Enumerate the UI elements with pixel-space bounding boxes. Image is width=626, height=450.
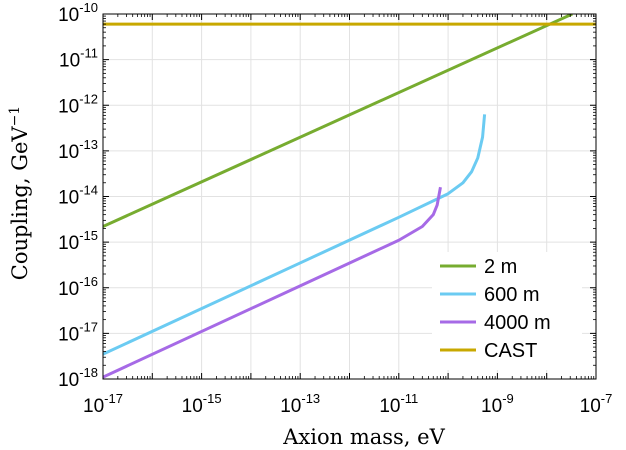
x-tick-exponent: -13 bbox=[301, 391, 320, 406]
x-tick-exponent: -15 bbox=[203, 391, 222, 406]
y-tick-base: 10 bbox=[58, 96, 79, 117]
x-tick-exponent: -11 bbox=[400, 391, 418, 406]
x-tick-base: 10 bbox=[83, 396, 104, 417]
legend: 2 m 600 m 4000 m CAST bbox=[432, 252, 582, 370]
y-tick-exponent: -12 bbox=[79, 91, 98, 106]
x-tick-label: 10-9 bbox=[481, 391, 514, 417]
y-tick-base: 10 bbox=[58, 370, 79, 391]
x-tick-label: 10-17 bbox=[83, 391, 123, 417]
y-tick-exponent: -10 bbox=[79, 0, 98, 15]
x-tick-base: 10 bbox=[280, 396, 301, 417]
x-tick-exponent: -17 bbox=[104, 391, 123, 406]
y-axis-label: Coupling, GeV−1 bbox=[7, 106, 32, 280]
y-tick-label: 10-10 bbox=[58, 0, 98, 26]
y-tick-base: 10 bbox=[59, 51, 80, 72]
y-tick-labels: 10-1810-1710-1610-1510-1410-1310-1210-11… bbox=[58, 0, 98, 391]
y-tick-label: 10-18 bbox=[58, 365, 98, 391]
y-tick-exponent: -16 bbox=[79, 274, 98, 289]
y-tick-exponent: -15 bbox=[79, 228, 98, 243]
y-tick-base: 10 bbox=[58, 279, 79, 300]
legend-label: 600 m bbox=[484, 284, 540, 306]
y-tick-base: 10 bbox=[58, 188, 79, 209]
y-tick-base: 10 bbox=[58, 233, 79, 254]
x-tick-base: 10 bbox=[379, 396, 400, 417]
legend-label: 4000 m bbox=[484, 312, 551, 334]
series-line-600-m bbox=[103, 114, 487, 356]
x-tick-exponent: -9 bbox=[502, 391, 514, 406]
x-tick-exponent: -7 bbox=[601, 391, 613, 406]
y-tick-base: 10 bbox=[58, 5, 79, 26]
y-tick-exponent: -13 bbox=[79, 137, 98, 152]
y-tick-label: 10-17 bbox=[58, 319, 98, 345]
axis-ticks bbox=[102, 13, 597, 380]
y-tick-label: 10-13 bbox=[58, 137, 98, 163]
y-tick-label: 10-15 bbox=[58, 228, 98, 254]
y-tick-base: 10 bbox=[58, 142, 79, 163]
y-tick-label: 10-14 bbox=[58, 183, 98, 209]
y-tick-label: 10-11 bbox=[59, 46, 98, 72]
y-tick-exponent: -17 bbox=[79, 319, 98, 334]
x-tick-label: 10-11 bbox=[379, 391, 418, 417]
series-layer bbox=[103, 14, 596, 379]
y-tick-exponent: -18 bbox=[79, 365, 98, 380]
x-tick-label: 10-13 bbox=[280, 391, 320, 417]
y-axis-label-text: Coupling, GeV bbox=[8, 126, 32, 281]
x-tick-base: 10 bbox=[182, 396, 203, 417]
y-tick-exponent: -14 bbox=[79, 183, 98, 198]
y-tick-label: 10-16 bbox=[58, 274, 98, 300]
legend-label: 2 m bbox=[484, 256, 517, 278]
y-tick-label: 10-12 bbox=[58, 91, 98, 117]
series-line-2-m bbox=[103, 14, 573, 228]
y-tick-base: 10 bbox=[58, 324, 79, 345]
x-tick-base: 10 bbox=[481, 396, 502, 417]
series-line-4000-m bbox=[103, 186, 442, 379]
y-axis-label-exponent: −1 bbox=[7, 106, 23, 127]
x-tick-label: 10-15 bbox=[182, 391, 222, 417]
x-tick-base: 10 bbox=[580, 396, 601, 417]
x-tick-labels: 10-17 10-15 10-13 10-11 10-9 10-7 bbox=[83, 391, 612, 417]
x-tick-label: 10-7 bbox=[580, 391, 613, 417]
x-axis-label: Axion mass, eV bbox=[282, 425, 445, 449]
legend-label: CAST bbox=[484, 340, 537, 362]
y-tick-exponent: -11 bbox=[80, 46, 98, 61]
